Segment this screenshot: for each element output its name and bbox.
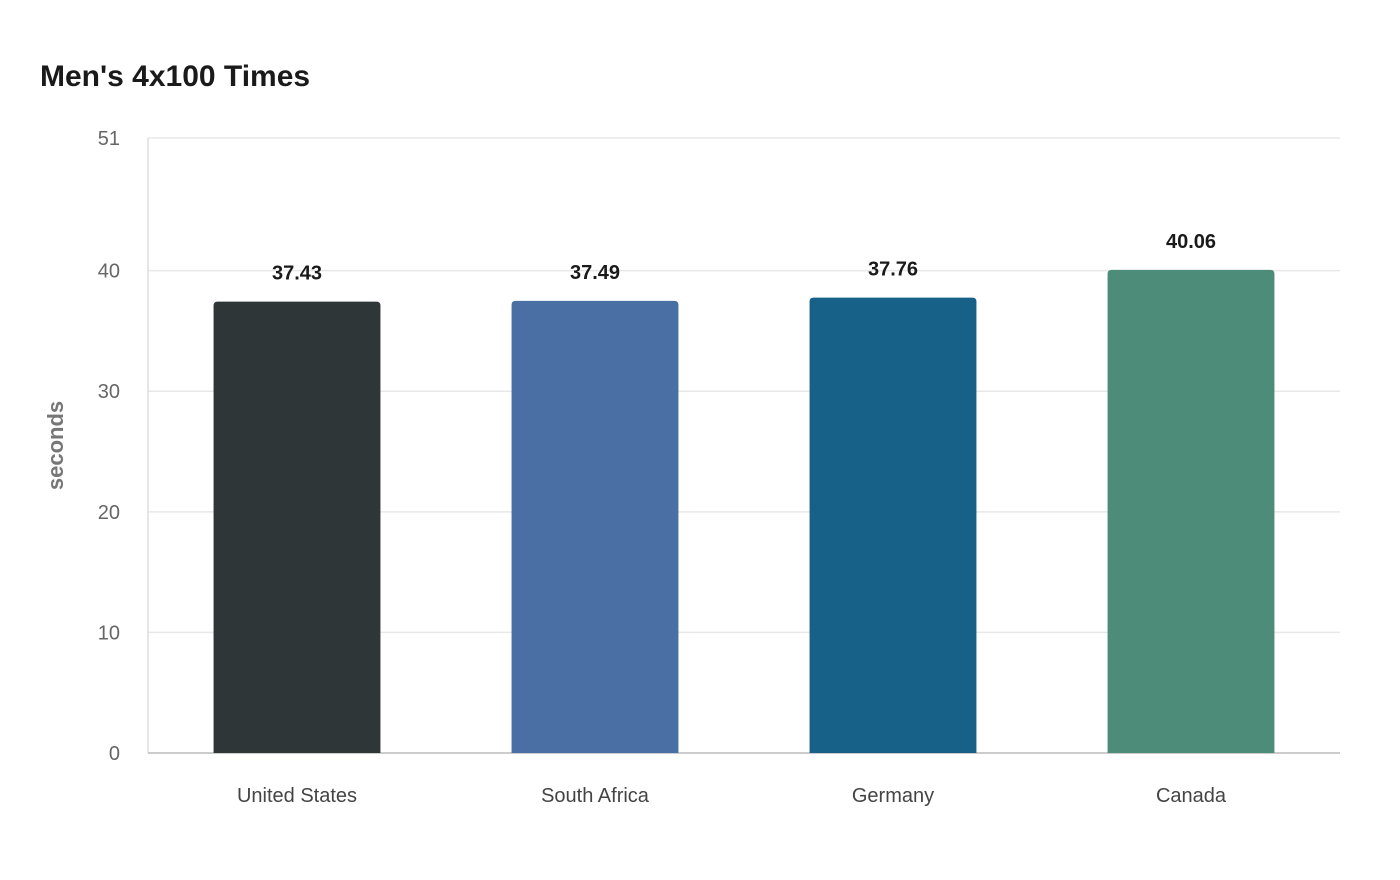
bar-canada <box>1107 269 1275 753</box>
category-labels: United States South Africa Germany Canada <box>237 785 1227 807</box>
bar-united-states <box>213 301 381 753</box>
category-label: United States <box>237 785 357 807</box>
category-label: South Africa <box>541 785 650 807</box>
data-label: 37.49 <box>570 262 620 284</box>
data-labels: 37.43 37.49 37.76 40.06 <box>272 231 1216 285</box>
y-tick-label: 20 <box>98 502 120 524</box>
chart-title: Men's 4x100 Times <box>40 60 311 93</box>
y-tick-label: 10 <box>98 622 120 644</box>
y-tick-label: 51 <box>98 128 120 150</box>
y-tick-label: 40 <box>98 261 120 283</box>
y-tick-labels: 0 10 20 30 40 51 <box>98 128 120 765</box>
category-label: Canada <box>1156 785 1227 807</box>
y-tick-label: 30 <box>98 381 120 403</box>
bars <box>213 269 1275 753</box>
bar-germany <box>809 297 977 753</box>
category-label: Germany <box>852 785 934 807</box>
bar-south-africa <box>511 300 679 753</box>
data-label: 37.43 <box>272 263 322 285</box>
y-tick-label: 0 <box>109 743 120 765</box>
y-axis-label: seconds <box>43 401 68 490</box>
data-label: 40.06 <box>1166 231 1216 253</box>
data-label: 37.76 <box>868 259 918 281</box>
